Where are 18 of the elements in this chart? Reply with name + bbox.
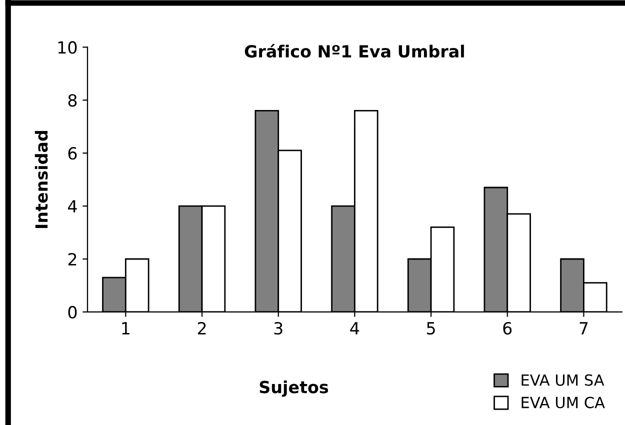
x-axis-title: Sujetos [260, 380, 328, 397]
x-tick-label: 5 [427, 322, 435, 335]
x-tick-label: 4 [350, 322, 360, 334]
y-tick-label: 6 [68, 147, 77, 160]
y-axis-title: Intensidad [34, 130, 48, 228]
y-tick-label: 10 [58, 41, 77, 54]
x-tick-label: 6 [503, 322, 512, 335]
y-tick-label: 4 [68, 200, 77, 212]
chart-title: Gráfico Nº1 Eva Umbral [244, 44, 464, 58]
legend-label: EVA UM CA [522, 396, 605, 408]
y-tick-label: 2 [68, 252, 76, 266]
y-tick-label: 8 [68, 94, 77, 107]
x-tick-label: 3 [274, 322, 282, 335]
y-tick-label: 0 [68, 306, 77, 319]
x-tick-label: 1 [122, 322, 130, 334]
legend-label: EVA UM SA [522, 374, 604, 386]
x-tick-label: 7 [580, 322, 588, 334]
x-tick-label: 2 [198, 322, 206, 334]
